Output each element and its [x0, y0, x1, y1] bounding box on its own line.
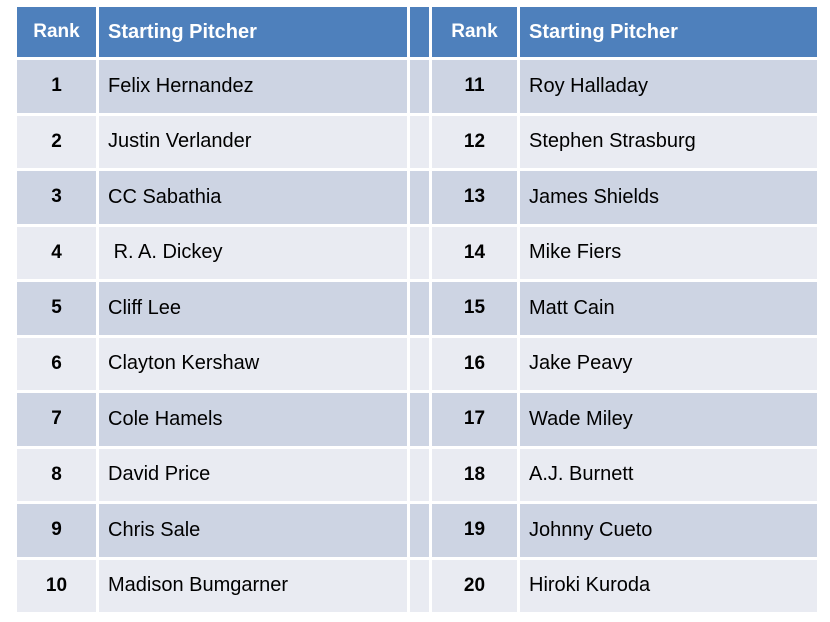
spacer-cell [410, 171, 429, 224]
rank-cell: 19 [432, 504, 517, 557]
rank-cell: 6 [17, 337, 96, 390]
pitcher-cell: Cole Hamels [99, 393, 407, 446]
pitcher-cell: A.J. Burnett [520, 448, 817, 501]
pitcher-cell: Johnny Cueto [520, 504, 817, 557]
pitcher-cell: Justin Verlander [99, 115, 407, 168]
rank-cell: 1 [17, 60, 96, 113]
header-pitcher-left: Starting Pitcher [99, 7, 407, 57]
pitcher-cell: Roy Halladay [520, 60, 817, 113]
rank-cell: 3 [17, 171, 96, 224]
rank-cell: 4 [17, 226, 96, 279]
spacer-cell [410, 393, 429, 446]
rank-cell: 10 [17, 559, 96, 612]
pitcher-cell: Clayton Kershaw [99, 337, 407, 390]
pitchers-ranking-table: Rank Starting Pitcher Rank Starting Pitc… [17, 7, 817, 612]
spacer-cell [410, 559, 429, 612]
rank-cell: 13 [432, 171, 517, 224]
spacer-cell [410, 115, 429, 168]
spacer-cell [410, 226, 429, 279]
spacer-cell [410, 282, 429, 335]
spacer-cell [410, 504, 429, 557]
rank-cell: 2 [17, 115, 96, 168]
header-pitcher-right: Starting Pitcher [520, 7, 817, 57]
pitcher-cell: Chris Sale [99, 504, 407, 557]
rank-cell: 16 [432, 337, 517, 390]
rank-cell: 9 [17, 504, 96, 557]
rank-cell: 12 [432, 115, 517, 168]
pitcher-cell: Jake Peavy [520, 337, 817, 390]
pitcher-cell: Hiroki Kuroda [520, 559, 817, 612]
pitcher-cell: Matt Cain [520, 282, 817, 335]
pitcher-cell: Stephen Strasburg [520, 115, 817, 168]
rank-cell: 11 [432, 60, 517, 113]
rank-cell: 15 [432, 282, 517, 335]
header-spacer [410, 7, 429, 57]
header-rank-left: Rank [17, 7, 96, 57]
rank-cell: 20 [432, 559, 517, 612]
pitcher-cell: David Price [99, 448, 407, 501]
rank-cell: 18 [432, 448, 517, 501]
pitcher-cell: Felix Hernandez [99, 60, 407, 113]
rank-cell: 5 [17, 282, 96, 335]
spacer-cell [410, 448, 429, 501]
pitcher-cell: CC Sabathia [99, 171, 407, 224]
spacer-cell [410, 60, 429, 113]
pitcher-cell: Madison Bumgarner [99, 559, 407, 612]
pitcher-cell: James Shields [520, 171, 817, 224]
rank-cell: 14 [432, 226, 517, 279]
pitcher-cell: Cliff Lee [99, 282, 407, 335]
header-rank-right: Rank [432, 7, 517, 57]
spacer-cell [410, 337, 429, 390]
pitcher-cell: R. A. Dickey [99, 226, 407, 279]
pitcher-cell: Mike Fiers [520, 226, 817, 279]
rank-cell: 8 [17, 448, 96, 501]
rank-cell: 17 [432, 393, 517, 446]
rank-cell: 7 [17, 393, 96, 446]
pitcher-cell: Wade Miley [520, 393, 817, 446]
